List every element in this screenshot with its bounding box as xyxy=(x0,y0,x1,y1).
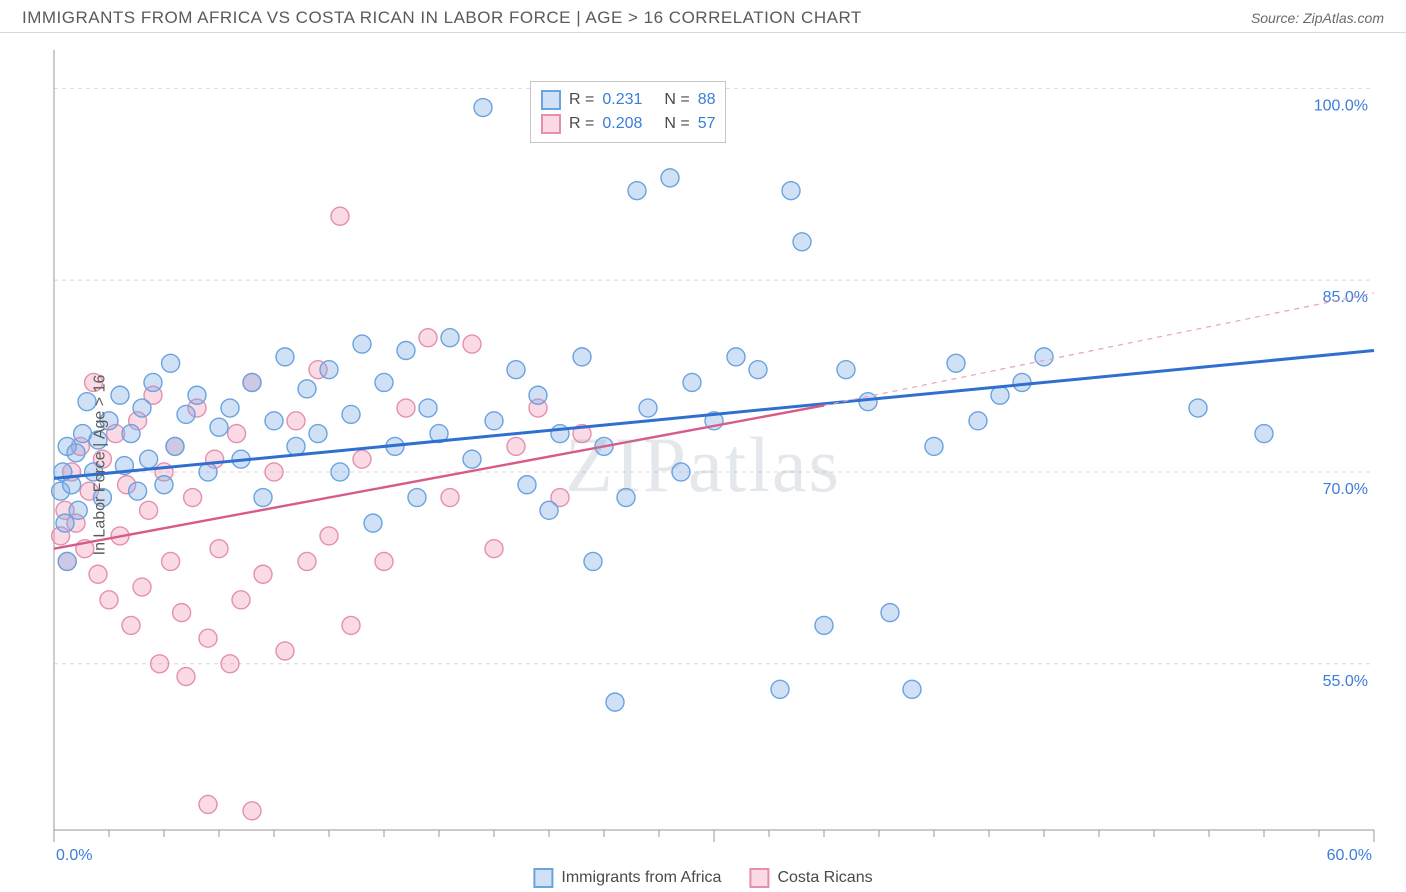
svg-text:85.0%: 85.0% xyxy=(1323,289,1368,306)
legend-swatch xyxy=(541,90,561,110)
legend-swatch xyxy=(749,868,769,888)
legend-label: Immigrants from Africa xyxy=(561,869,721,887)
svg-text:70.0%: 70.0% xyxy=(1323,481,1368,498)
series-legend: Immigrants from Africa Costa Ricans xyxy=(533,868,872,888)
legend-r-value: 0.208 xyxy=(602,112,656,136)
svg-text:100.0%: 100.0% xyxy=(1314,97,1368,114)
legend-row: R = 0.231 N = 88 xyxy=(541,88,715,112)
legend-r-label: R = xyxy=(569,112,594,136)
legend-swatch xyxy=(541,114,561,134)
legend-n-label: N = xyxy=(664,112,689,136)
chart-source: Source: ZipAtlas.com xyxy=(1251,10,1384,26)
svg-text:60.0%: 60.0% xyxy=(1327,847,1372,864)
legend-r-value: 0.231 xyxy=(602,88,656,112)
svg-text:0.0%: 0.0% xyxy=(56,847,92,864)
legend-label: Costa Ricans xyxy=(777,869,872,887)
legend-n-value: 88 xyxy=(698,88,716,112)
scatter-plot: 55.0% 70.0% 85.0% 100.0% 0.0% 60.0% xyxy=(0,38,1394,880)
legend-row: R = 0.208 N = 57 xyxy=(541,112,715,136)
legend-item: Immigrants from Africa xyxy=(533,868,721,888)
legend-item: Costa Ricans xyxy=(749,868,872,888)
y-axis-label: In Labor Force | Age > 16 xyxy=(91,375,109,556)
legend-n-value: 57 xyxy=(698,112,716,136)
chart-header: IMMIGRANTS FROM AFRICA VS COSTA RICAN IN… xyxy=(0,0,1406,33)
correlation-legend: R = 0.231 N = 88 R = 0.208 N = 57 xyxy=(530,81,726,143)
legend-swatch xyxy=(533,868,553,888)
legend-n-label: N = xyxy=(664,88,689,112)
svg-text:55.0%: 55.0% xyxy=(1323,673,1368,690)
chart-area: In Labor Force | Age > 16 55.0% 70.0% 85.0… xyxy=(0,38,1406,892)
chart-title: IMMIGRANTS FROM AFRICA VS COSTA RICAN IN… xyxy=(22,8,862,28)
legend-r-label: R = xyxy=(569,88,594,112)
